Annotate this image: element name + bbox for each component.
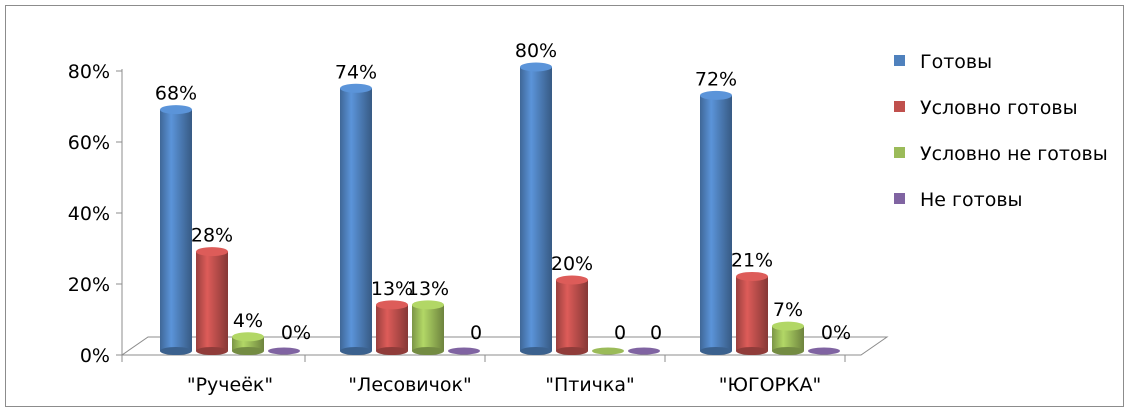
- bar-top: [160, 105, 192, 115]
- bar-top: [412, 300, 444, 310]
- data-label: 13%: [371, 278, 413, 300]
- data-label: 0%: [281, 322, 311, 344]
- bar-body: [736, 276, 768, 351]
- bar: [448, 347, 480, 355]
- legend-label: Готовы: [920, 51, 992, 73]
- bar-top: [700, 90, 732, 100]
- bar-top: [232, 332, 264, 342]
- legend-label: Условно готовы: [920, 97, 1078, 119]
- bar-body: [376, 304, 408, 351]
- legend-swatch: [894, 147, 905, 158]
- data-label: 0: [614, 322, 626, 344]
- legend-label: Условно не готовы: [920, 143, 1108, 165]
- bar-base: [700, 347, 732, 355]
- legend-swatch: [894, 193, 905, 204]
- data-label: 0%: [821, 322, 851, 344]
- data-label: 0: [470, 322, 482, 344]
- bar-body: [412, 304, 444, 351]
- x-tick-label: "Птичка": [545, 374, 635, 396]
- y-tick-label: 0%: [80, 345, 110, 367]
- x-tick-label: "Ручеёк": [187, 374, 273, 396]
- data-label: 0: [650, 322, 662, 344]
- bar-zero: [808, 347, 840, 355]
- bar-body: [700, 95, 732, 352]
- bar: [592, 347, 624, 355]
- bar: [268, 347, 300, 355]
- y-tick-label: 40%: [68, 203, 110, 225]
- data-label: 74%: [335, 61, 377, 83]
- bar-zero: [448, 347, 480, 355]
- bar: [700, 90, 732, 355]
- bar-base: [340, 347, 372, 355]
- bar: [808, 347, 840, 355]
- data-label: 28%: [191, 225, 233, 247]
- bar-top: [736, 271, 768, 281]
- bar-base: [556, 347, 588, 355]
- data-label: 20%: [551, 253, 593, 275]
- bar-zero: [268, 347, 300, 355]
- x-tick-label: "ЮГОРКА": [719, 374, 821, 396]
- bar: [196, 247, 228, 355]
- legend-swatch: [894, 101, 905, 112]
- bar-body: [556, 280, 588, 351]
- bar: [160, 105, 192, 355]
- bar-body: [160, 109, 192, 351]
- bar: [520, 62, 552, 355]
- bar-body: [196, 251, 228, 351]
- x-tick-label: "Лесовичок": [348, 374, 471, 396]
- legend-label: Не готовы: [920, 189, 1023, 211]
- bar: [232, 332, 264, 355]
- bar-base: [520, 347, 552, 355]
- bar-top: [340, 83, 372, 93]
- bar-base: [412, 347, 444, 355]
- y-tick-label: 60%: [68, 132, 110, 154]
- bar: [556, 275, 588, 355]
- bar-zero: [628, 347, 660, 355]
- data-label: 80%: [515, 40, 557, 62]
- bar-top: [376, 300, 408, 310]
- bar: [736, 271, 768, 355]
- bar-base: [772, 347, 804, 355]
- bar-zero: [592, 347, 624, 355]
- bar-base: [376, 347, 408, 355]
- bar: [772, 321, 804, 355]
- bar-top: [196, 247, 228, 257]
- bar-base: [232, 347, 264, 355]
- bar: [376, 300, 408, 355]
- data-label: 4%: [233, 310, 263, 332]
- data-label: 13%: [407, 278, 449, 300]
- bar-top: [772, 321, 804, 331]
- data-label: 72%: [695, 68, 737, 90]
- data-label: 7%: [773, 299, 803, 321]
- y-tick-label: 20%: [68, 274, 110, 296]
- bar-top: [520, 62, 552, 72]
- bar: [412, 300, 444, 355]
- bar-top: [556, 275, 588, 285]
- bar-body: [340, 88, 372, 352]
- bar-body: [520, 67, 552, 351]
- data-label: 68%: [155, 83, 197, 105]
- bar: [340, 83, 372, 355]
- bar-base: [196, 347, 228, 355]
- legend-swatch: [894, 55, 905, 66]
- bar-base: [160, 347, 192, 355]
- bar: [628, 347, 660, 355]
- bar-base: [736, 347, 768, 355]
- y-tick-label: 80%: [68, 61, 110, 83]
- data-label: 21%: [731, 249, 773, 271]
